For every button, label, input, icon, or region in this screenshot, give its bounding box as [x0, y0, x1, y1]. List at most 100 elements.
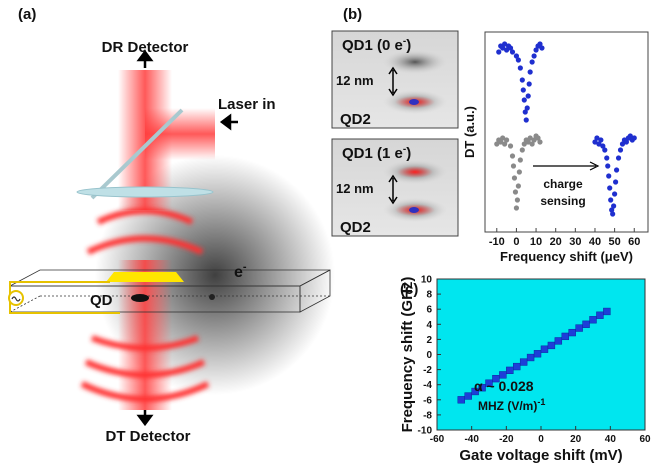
data-point [518, 65, 523, 70]
data-point [530, 59, 535, 64]
data-point [516, 57, 521, 62]
data-point [526, 93, 531, 98]
data-point [616, 155, 621, 160]
resonance-cell [590, 316, 597, 323]
inset: QD1 (0 e-) 12 nm QD2 [332, 31, 458, 128]
data-point [612, 191, 617, 196]
y-tick-label: -8 [423, 410, 432, 421]
data-point [605, 163, 610, 168]
y-tick-label: -2 [423, 365, 432, 376]
resonance-cell [513, 363, 520, 370]
inset-bottom: QD2 [340, 219, 371, 236]
x-tick-label: -40 [464, 434, 479, 445]
resonance-cell [548, 342, 555, 349]
x-tick-label: 40 [589, 236, 601, 248]
y-tick-label: 4 [426, 320, 432, 331]
resonance-cell [583, 321, 590, 328]
x-tick-label: 20 [550, 236, 562, 248]
detector-label: DR Detector [102, 39, 189, 56]
data-point [598, 137, 603, 142]
annotation: α ~ 0.028 [474, 378, 534, 394]
data-point [508, 143, 513, 148]
distance-label: 12 nm [336, 181, 374, 196]
data-point [521, 87, 526, 92]
quantum-dot [131, 294, 149, 302]
x-axis-label: Gate voltage shift (mV) [459, 447, 622, 464]
data-point [539, 45, 544, 50]
y-tick-label: 8 [426, 290, 432, 301]
x-tick-label: -60 [430, 434, 445, 445]
data-point [515, 197, 520, 202]
resonance-cell [562, 333, 569, 340]
electron [209, 294, 215, 300]
y-tick-label: 6 [426, 305, 432, 316]
data-point [518, 157, 523, 162]
x-tick-label: -10 [489, 236, 505, 248]
figure: (a) DR Detector Laser in e- QD DT Detect… [0, 0, 656, 473]
data-point [610, 211, 615, 216]
data-point [520, 147, 525, 152]
arrow-down [139, 410, 151, 424]
data-point [606, 173, 611, 178]
data-point [511, 163, 516, 168]
dot-image [409, 207, 419, 213]
y-axis-label: Frequency shift (GHz) [399, 277, 416, 433]
inset-bottom: QD2 [340, 111, 371, 128]
y-tick-label: -6 [423, 395, 432, 406]
data-point [512, 175, 517, 180]
data-point [516, 183, 521, 188]
resonance-cell [534, 350, 541, 357]
gate [106, 272, 184, 282]
detector-label: DT Detector [105, 428, 190, 445]
lens [77, 187, 213, 197]
data-point [504, 137, 509, 142]
x-tick-label: 30 [569, 236, 581, 248]
data-point [514, 205, 519, 210]
y-tick-label: 2 [426, 335, 432, 346]
data-point [608, 197, 613, 202]
resonance-cell [458, 396, 465, 403]
resonance-cell [576, 325, 583, 332]
resonance-cell [569, 329, 576, 336]
data-point [525, 105, 530, 110]
laser-label: Laser in [218, 96, 276, 113]
data-point [510, 153, 515, 158]
y-tick-label: -4 [423, 380, 432, 391]
arrow-left [222, 116, 238, 128]
x-tick-label: 10 [530, 236, 542, 248]
resonance-cell [603, 308, 610, 315]
data-point [611, 203, 616, 208]
x-tick-label: 60 [628, 236, 640, 248]
annotation: charge [543, 177, 583, 191]
superscript: - [243, 261, 247, 273]
inset-text: ) [406, 37, 411, 54]
data-point [520, 77, 525, 82]
data-point [528, 69, 533, 74]
data-point [524, 117, 529, 122]
inset-text: QD1 (1 e [342, 145, 403, 162]
annotation: MHZ (V/m)-1 [478, 397, 545, 413]
electron-text: e [234, 264, 243, 281]
data-point [613, 179, 618, 184]
resonance-cell [506, 367, 513, 374]
panel-label: (b) [343, 6, 362, 23]
panel-b: (b) QD1 (0 e-) 12 nm QD2 QD1 (1 e-) 12 n… [332, 6, 458, 236]
data-point [522, 97, 527, 102]
resonance-cell [555, 338, 562, 345]
laser-beam [118, 260, 172, 410]
x-axis-label: Frequency shift (μeV) [500, 249, 633, 264]
annotation: sensing [540, 194, 585, 208]
data-point [602, 147, 607, 152]
resonance-cell [596, 312, 603, 319]
data-point [604, 155, 609, 160]
data-point [618, 147, 623, 152]
qd-label: QD [90, 292, 113, 309]
data-point [513, 189, 518, 194]
x-tick-label: 60 [639, 434, 651, 445]
inset-title: QD1 (0 e-) [342, 36, 411, 54]
data-point [537, 139, 542, 144]
inset-title: QD1 (1 e-) [342, 144, 411, 162]
inset: QD1 (1 e-) 12 nm QD2 [332, 139, 458, 236]
x-tick-label: 0 [538, 434, 544, 445]
panel-label: (a) [18, 6, 36, 23]
